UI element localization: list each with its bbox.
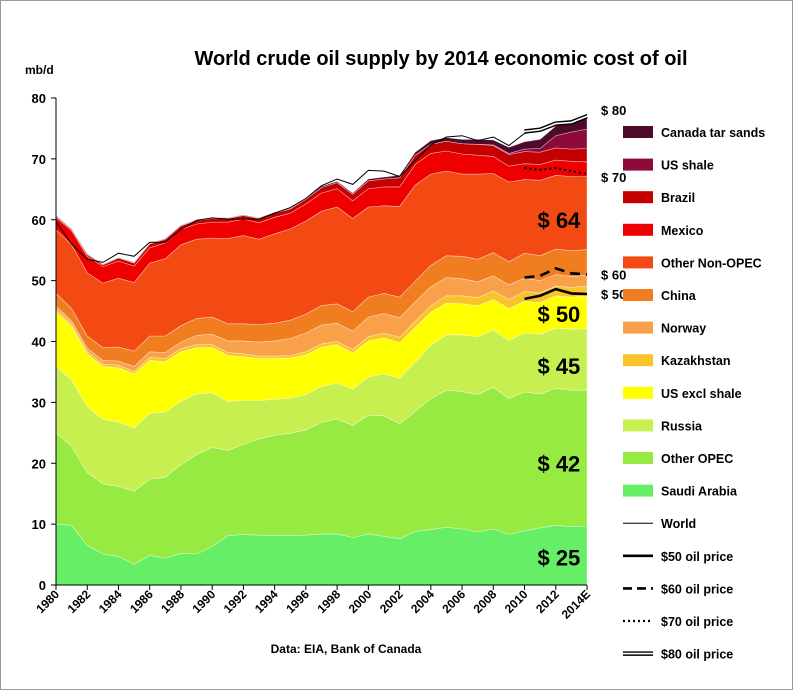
y-tick-label: 70 xyxy=(32,152,46,167)
legend-swatch xyxy=(623,158,653,171)
legend-item-brazil: Brazil xyxy=(623,191,695,205)
legend-label: $60 oil price xyxy=(661,582,733,596)
x-tick-label: 1998 xyxy=(314,587,343,616)
legend-label: US shale xyxy=(661,159,714,173)
legend-item-other-non-opec: Other Non-OPEC xyxy=(623,256,762,270)
legend-label: Brazil xyxy=(661,191,695,205)
legend-item-usd80-oil-price: $80 oil price xyxy=(623,648,733,662)
y-tick-label: 10 xyxy=(32,517,46,532)
legend-item-saudi-arabia: Saudi Arabia xyxy=(623,484,738,499)
legend-swatch xyxy=(623,223,653,236)
legend-swatch xyxy=(623,289,653,301)
legend-item-russia: Russia xyxy=(623,419,703,433)
y-tick-label: 30 xyxy=(32,395,46,410)
legend-swatch xyxy=(623,256,653,269)
stacked-areas xyxy=(55,113,588,586)
x-tick-label: 2010 xyxy=(502,587,531,616)
legend-item-us-shale: US shale xyxy=(623,158,714,173)
legend-item-china: China xyxy=(623,289,697,303)
chart-title: World crude oil supply by 2014 economic … xyxy=(194,48,687,70)
x-tick-label: 1994 xyxy=(252,587,281,616)
x-tick-label: 1996 xyxy=(283,587,312,616)
x-tick-label: 1990 xyxy=(190,587,219,616)
y-tick-label: 40 xyxy=(32,335,46,350)
legend-label: $50 oil price xyxy=(661,550,733,564)
y-tick-label: 80 xyxy=(32,91,46,106)
x-tick-label: 1992 xyxy=(221,587,250,616)
legend-swatch xyxy=(623,484,653,497)
legend-label: US excl shale xyxy=(661,387,742,401)
x-tick-label: 2006 xyxy=(439,587,468,616)
line-usd60-oil-price xyxy=(524,267,588,279)
cost-label: $ 25 xyxy=(537,546,580,571)
legend-label: Mexico xyxy=(661,224,704,238)
cost-label: $ 50 xyxy=(537,302,580,327)
x-tick-label: 1986 xyxy=(127,587,156,616)
x-tick-label: 2002 xyxy=(377,587,406,616)
legend-label: $80 oil price xyxy=(661,648,733,662)
cost-label: $ 80 xyxy=(601,103,626,118)
legend-item-world: World xyxy=(623,517,696,531)
cost-label: $ 60 xyxy=(601,268,626,283)
cost-label: $ 64 xyxy=(537,208,581,233)
legend-label: World xyxy=(661,517,696,531)
y-tick-label: 20 xyxy=(32,456,46,471)
legend-swatch xyxy=(623,354,653,367)
y-tick-label: 0 xyxy=(39,578,46,593)
x-tick-label: 2008 xyxy=(471,587,500,616)
legend: Canada tar sands US shale Brazil Mexico Othe… xyxy=(623,126,765,662)
cost-label: $ 42 xyxy=(537,451,580,476)
legend-swatch xyxy=(623,126,653,138)
x-tick-label: 1980 xyxy=(33,587,62,616)
legend-label: $70 oil price xyxy=(661,615,733,629)
legend-label: Norway xyxy=(661,322,706,336)
legend-item-us-excl-shale: US excl shale xyxy=(623,386,742,401)
legend-label: China xyxy=(661,289,697,303)
legend-item-usd60-oil-price: $60 oil price xyxy=(623,582,733,596)
y-axis-unit: mb/d xyxy=(25,63,54,77)
line-world xyxy=(55,113,588,263)
legend-label: Other OPEC xyxy=(661,452,733,466)
cost-labels: $ 25 $ 42 $ 45 $ 50 $ 64 $ 50 $ 60 $ 70 $ 80 xyxy=(537,103,626,570)
legend-item-other-opec: Other OPEC xyxy=(623,452,733,466)
legend-item-mexico: Mexico xyxy=(623,223,704,238)
x-tick-label: 1984 xyxy=(96,587,125,616)
legend-swatch xyxy=(623,321,653,334)
cost-label: $ 70 xyxy=(601,170,626,185)
x-tick-label: 1982 xyxy=(65,587,94,616)
x-tick-label: 2000 xyxy=(346,587,375,616)
line-usd80-oil-price xyxy=(524,114,588,134)
legend-label: Kazakhstan xyxy=(661,354,730,368)
legend-item-canada-tar-sands: Canada tar sands xyxy=(623,126,765,140)
legend-swatch xyxy=(623,191,653,204)
legend-label: Russia xyxy=(661,419,703,433)
legend-swatch xyxy=(623,386,653,399)
x-tick-label: 1988 xyxy=(158,587,187,616)
legend-label: Saudi Arabia xyxy=(661,485,738,499)
cost-label: $ 45 xyxy=(537,354,580,379)
cost-label: $ 50 xyxy=(601,287,626,302)
source-note: Data: EIA, Bank of Canada xyxy=(271,642,422,656)
line-usd70-oil-price xyxy=(524,166,588,176)
legend-swatch xyxy=(623,452,653,464)
legend-label: Canada tar sands xyxy=(661,126,765,140)
legend-item-kazakhstan: Kazakhstan xyxy=(623,354,730,368)
legend-swatch xyxy=(623,419,653,432)
legend-item-usd70-oil-price: $70 oil price xyxy=(623,615,733,629)
legend-item-usd50-oil-price: $50 oil price xyxy=(623,550,733,564)
cost-lines xyxy=(55,113,588,301)
y-tick-label: 60 xyxy=(32,213,46,228)
legend-label: Other Non-OPEC xyxy=(661,256,762,270)
x-tick-label: 2004 xyxy=(408,587,437,616)
x-tick-label: 2014E xyxy=(559,587,593,621)
line-usd50-oil-price xyxy=(524,287,588,301)
legend-item-norway: Norway xyxy=(623,321,706,336)
y-tick-label: 50 xyxy=(32,274,46,289)
